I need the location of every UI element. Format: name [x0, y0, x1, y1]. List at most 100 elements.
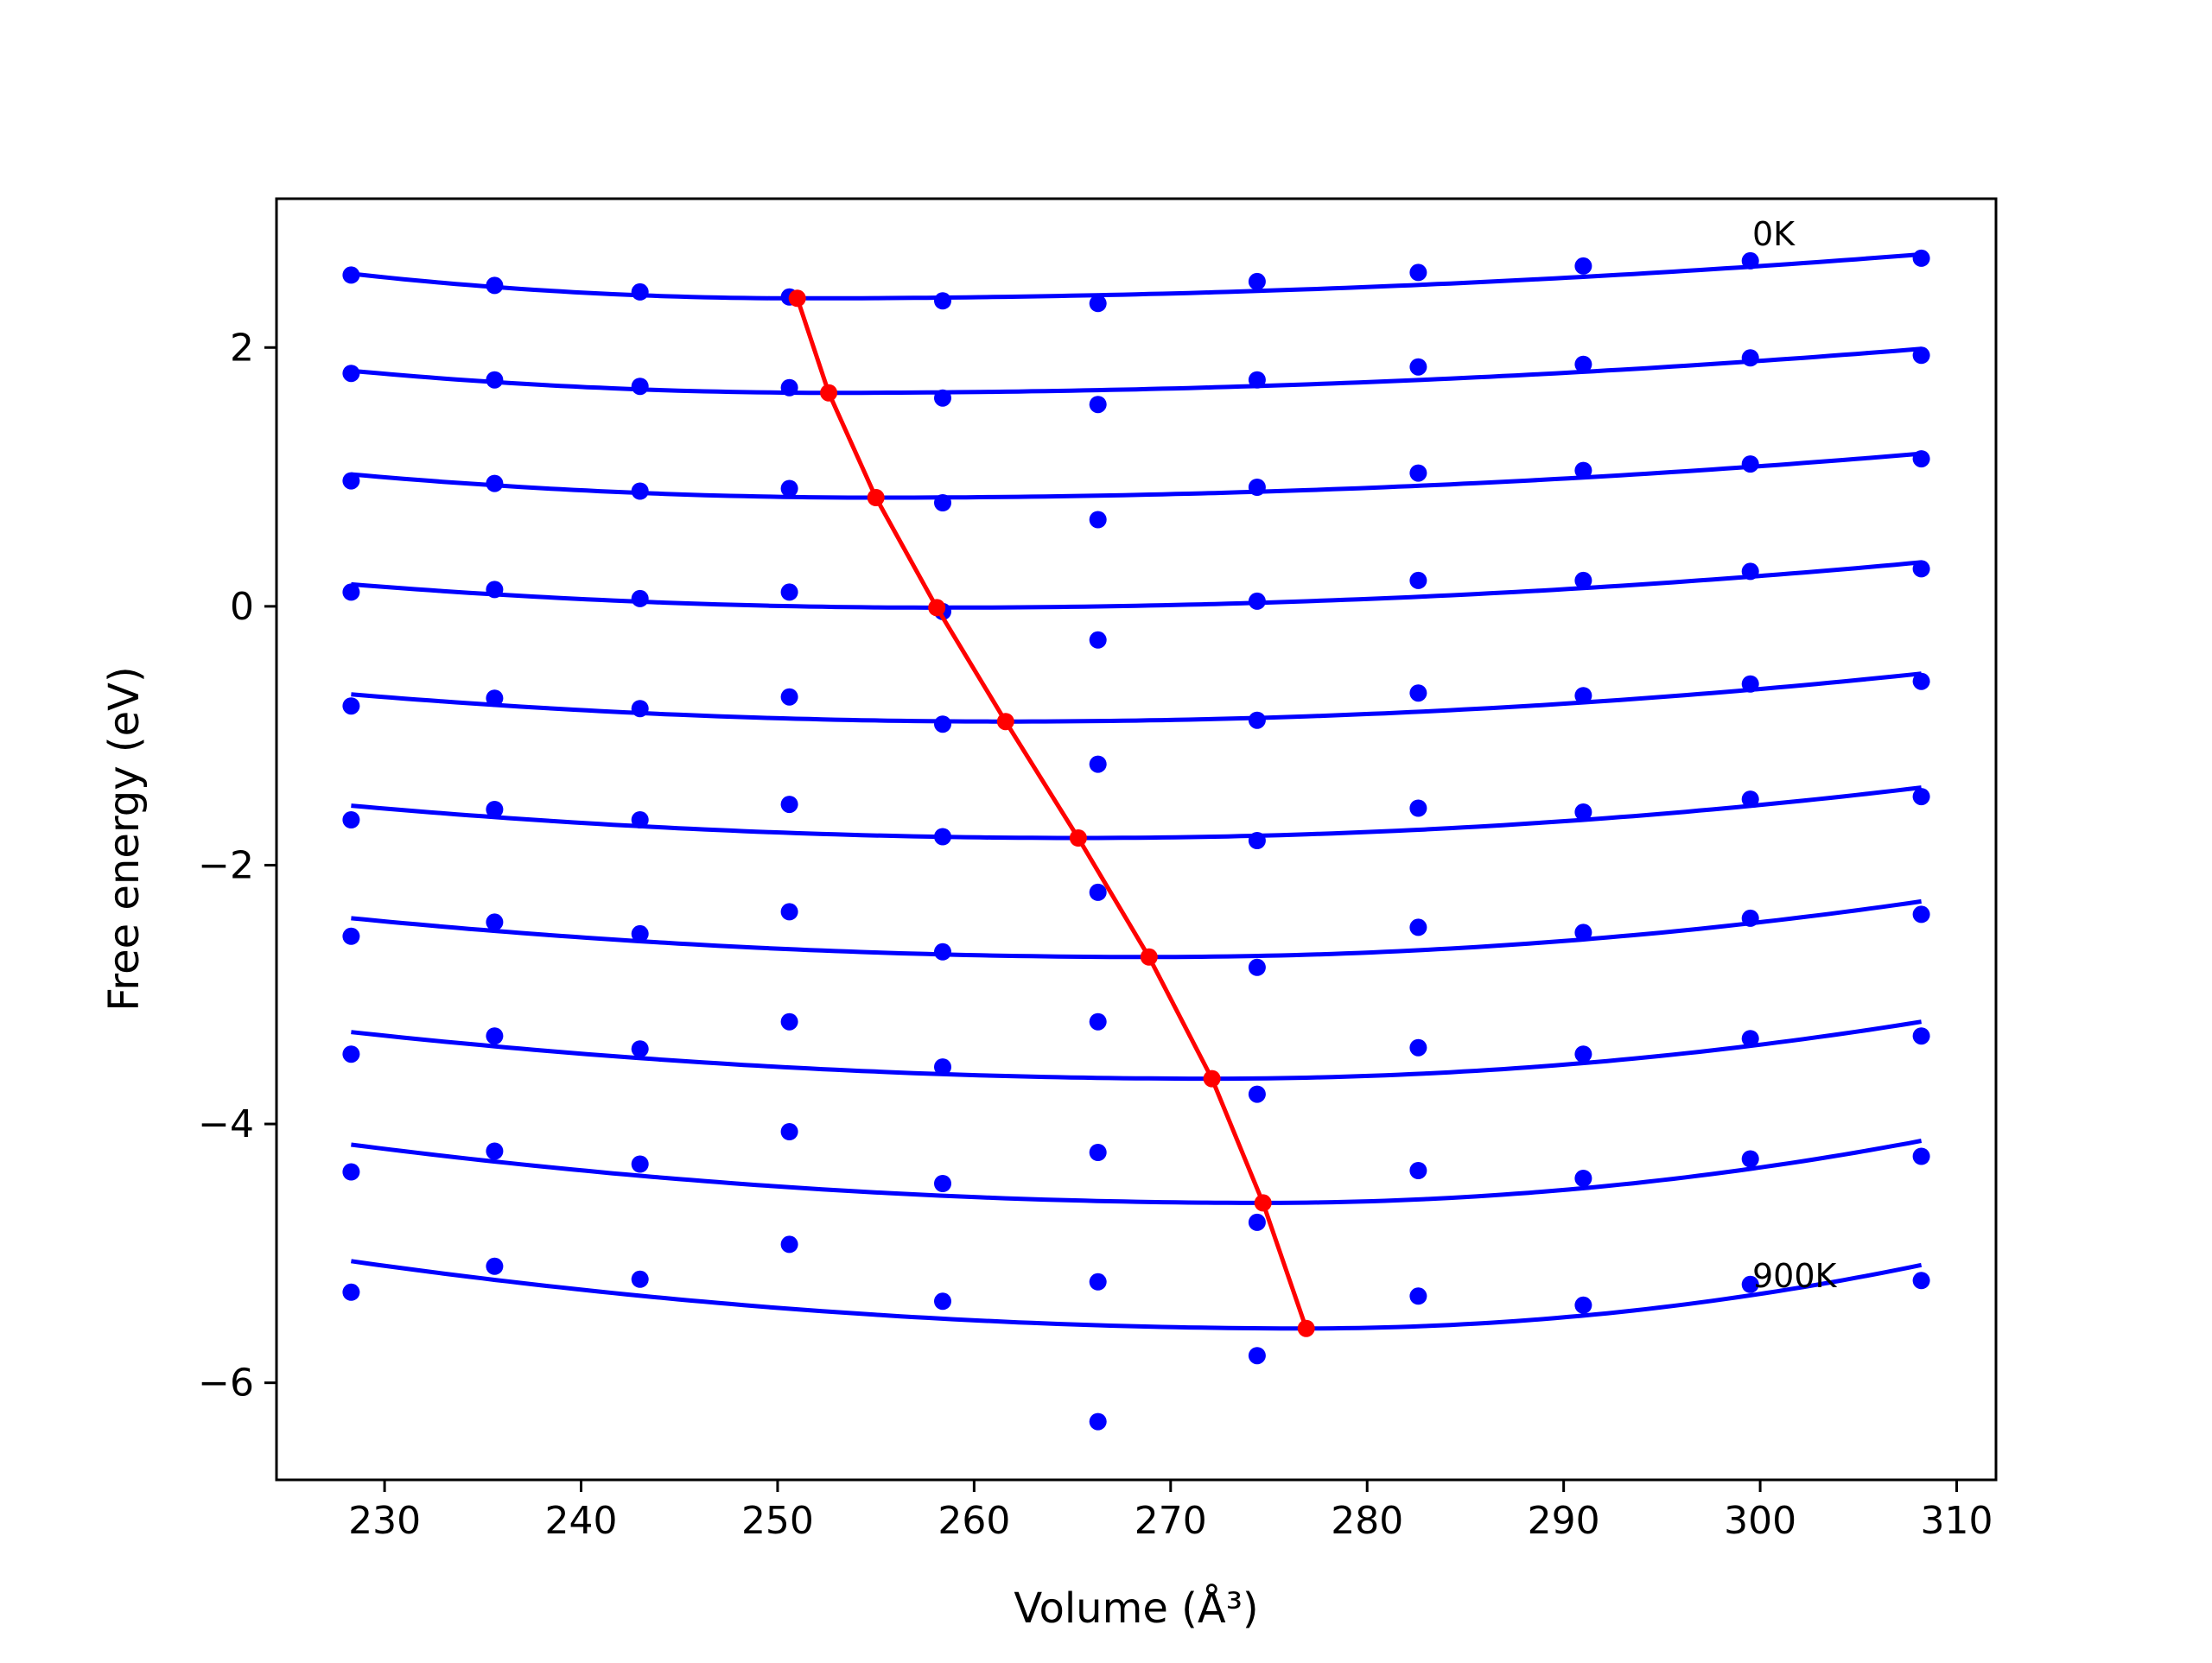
fit-curve-2 — [351, 451, 1922, 500]
minimum-point-9 — [1297, 1319, 1315, 1337]
data-point-s4-p4 — [934, 715, 951, 733]
data-point-s7-p8 — [1574, 1045, 1592, 1063]
data-point-s3-p0 — [342, 583, 360, 601]
data-point-s1-p6 — [1248, 371, 1266, 389]
data-point-s1-p5 — [1089, 396, 1107, 414]
data-point-s5-p8 — [1574, 803, 1592, 821]
fit-curve-3 — [351, 560, 1922, 610]
data-point-s5-p10 — [1912, 788, 1930, 806]
data-point-s1-p9 — [1741, 349, 1759, 367]
y-tick-label-3: 0 — [230, 585, 254, 629]
data-point-s5-p6 — [1248, 832, 1266, 849]
data-point-s0-p1 — [486, 276, 504, 295]
data-point-s9-p3 — [780, 1235, 798, 1254]
data-point-s6-p9 — [1741, 909, 1759, 927]
data-point-s9-p6 — [1248, 1347, 1266, 1365]
x-tick-label-300: 300 — [1724, 1499, 1796, 1543]
x-tick-label-290: 290 — [1528, 1499, 1600, 1543]
data-point-s1-p3 — [780, 378, 798, 397]
data-point-s8-p4 — [934, 1175, 951, 1192]
minimum-point-6 — [1140, 948, 1158, 966]
data-point-s7-p4 — [934, 1058, 951, 1076]
data-point-s4-p5 — [1089, 755, 1107, 773]
minimum-point-2 — [867, 489, 885, 506]
data-point-s4-p1 — [486, 689, 504, 708]
data-points-layer — [342, 249, 1930, 1431]
x-tick-label-280: 280 — [1331, 1499, 1403, 1543]
data-point-s3-p1 — [486, 581, 504, 599]
y-tick-label-4: 2 — [230, 326, 254, 370]
data-point-s6-p6 — [1248, 958, 1266, 976]
y-tick-label-1: −4 — [198, 1102, 254, 1146]
data-point-s4-p6 — [1248, 711, 1266, 729]
data-point-s3-p5 — [1089, 631, 1107, 649]
data-point-s4-p2 — [631, 700, 649, 718]
data-point-s2-p2 — [631, 482, 649, 500]
fit-curve-7 — [351, 1019, 1922, 1082]
data-point-s2-p6 — [1248, 479, 1266, 496]
annotations-layer: 0K 900K — [1752, 215, 1838, 1295]
data-point-s1-p7 — [1409, 358, 1427, 376]
data-point-s6-p0 — [342, 927, 360, 945]
minima-path-line — [795, 297, 1309, 1330]
data-point-s6-p4 — [934, 943, 951, 961]
data-point-s1-p2 — [631, 378, 649, 396]
fit-curves-layer — [351, 251, 1923, 1331]
y-axis-ticks: −6 −4 −2 0 2 — [198, 326, 276, 1406]
data-point-s4-p10 — [1912, 672, 1930, 690]
data-point-s4-p7 — [1409, 684, 1427, 702]
data-point-s0-p2 — [631, 282, 649, 301]
y-tick-label-2: −2 — [198, 843, 254, 887]
data-point-s3-p3 — [780, 583, 798, 601]
curve-label-900k: 900K — [1752, 1257, 1838, 1295]
data-point-s4-p8 — [1574, 687, 1592, 705]
data-point-s9-p1 — [486, 1257, 504, 1275]
data-point-s5-p1 — [486, 801, 504, 818]
fit-curve-5 — [351, 785, 1922, 841]
data-point-s0-p0 — [342, 266, 360, 284]
data-point-s7-p10 — [1912, 1027, 1930, 1045]
data-point-s1-p1 — [486, 371, 504, 389]
minimum-point-0 — [788, 289, 806, 308]
y-axis-title: Free energy (eV) — [100, 666, 149, 1011]
data-point-s8-p0 — [342, 1163, 360, 1181]
data-point-s2-p4 — [934, 494, 951, 511]
data-point-s0-p8 — [1574, 257, 1592, 275]
data-point-s4-p9 — [1741, 675, 1759, 693]
minimum-point-4 — [996, 713, 1014, 731]
data-point-s3-p7 — [1409, 571, 1427, 589]
fit-curve-8 — [351, 1139, 1923, 1205]
data-point-s8-p2 — [631, 1155, 649, 1173]
data-point-s6-p1 — [486, 913, 504, 931]
data-point-s3-p6 — [1248, 592, 1266, 610]
curve-label-0k: 0K — [1752, 215, 1796, 253]
fit-curve-1 — [351, 346, 1922, 396]
data-point-s3-p9 — [1741, 562, 1759, 581]
data-point-s1-p10 — [1912, 346, 1930, 365]
x-axis-ticks: 230 240 250 260 270 280 290 300 310 — [348, 1480, 1993, 1543]
data-point-s8-p8 — [1574, 1170, 1592, 1187]
data-point-s0-p4 — [934, 292, 951, 310]
minimum-point-7 — [1203, 1070, 1221, 1088]
data-point-s5-p7 — [1409, 799, 1427, 817]
data-point-s7-p2 — [631, 1040, 649, 1058]
data-point-s0-p7 — [1409, 263, 1427, 282]
data-point-s8-p9 — [1741, 1150, 1759, 1168]
data-point-s2-p7 — [1409, 464, 1427, 482]
x-axis-title: Volume (Å³) — [1014, 1584, 1258, 1633]
data-point-s2-p0 — [342, 472, 360, 490]
data-point-s8-p1 — [486, 1142, 504, 1160]
data-point-s9-p5 — [1089, 1412, 1107, 1431]
x-tick-label-310: 310 — [1921, 1499, 1993, 1543]
x-tick-label-260: 260 — [938, 1499, 1010, 1543]
minimum-point-3 — [928, 599, 946, 617]
fit-curve-9 — [351, 1259, 1923, 1331]
data-point-s6-p8 — [1574, 924, 1592, 942]
data-point-s4-p0 — [342, 697, 360, 715]
data-point-s0-p9 — [1741, 251, 1759, 270]
data-point-s9-p10 — [1912, 1272, 1930, 1290]
y-tick-label-0: −6 — [198, 1362, 254, 1406]
data-point-s9-p9 — [1741, 1275, 1759, 1293]
